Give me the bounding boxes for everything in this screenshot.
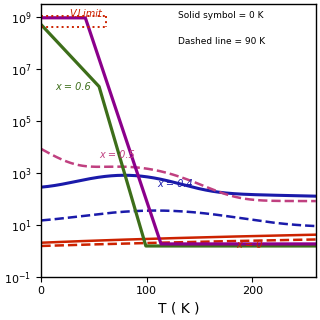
Text: x = 0.5: x = 0.5 bbox=[99, 150, 135, 160]
Text: x = 0.6: x = 0.6 bbox=[56, 82, 92, 92]
X-axis label: T ( K ): T ( K ) bbox=[158, 302, 199, 316]
Text: x = 0.4: x = 0.4 bbox=[157, 179, 193, 189]
Text: Solid symbol = 0 K: Solid symbol = 0 K bbox=[178, 11, 264, 20]
Text: V.Limit: V.Limit bbox=[69, 9, 102, 19]
Text: Dashed line = 90 K: Dashed line = 90 K bbox=[178, 37, 266, 46]
Text: x = 0: x = 0 bbox=[236, 240, 263, 250]
